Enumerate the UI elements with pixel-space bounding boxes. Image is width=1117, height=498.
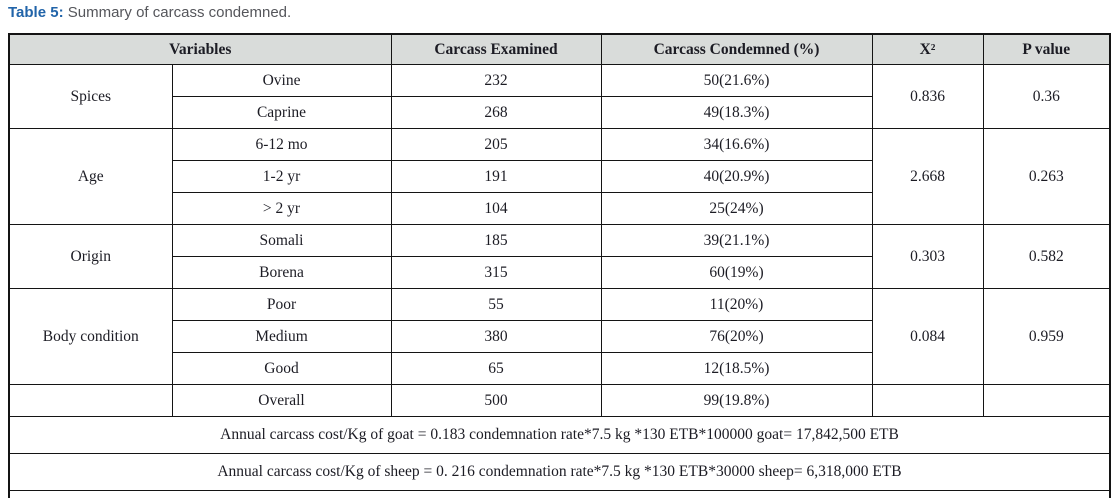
variable-group-body-condition: Body condition: [8, 288, 173, 385]
table-row: Caprine 268 49(18.3%): [9, 96, 1110, 129]
table-row: Borena 315 60(19%): [9, 256, 1110, 289]
chi-square-value: 0.836: [871, 64, 984, 129]
empty-cell: [871, 384, 984, 417]
variable-level: Borena: [171, 256, 392, 289]
empty-cell: [8, 384, 173, 417]
table-caption: Table 5: Summary of carcass condemned.: [0, 0, 1117, 21]
carcass-examined-value: 55: [390, 288, 602, 321]
chi-square-value: 0.084: [871, 288, 984, 385]
carcass-examined-value: 65: [390, 352, 602, 385]
variable-group-age: Age: [8, 128, 173, 225]
variable-level: Caprine: [171, 96, 392, 129]
carcass-examined-value: 185: [390, 224, 602, 257]
variable-level: 1-2 yr: [171, 160, 392, 193]
carcass-condemned-value: 76(20%): [600, 320, 873, 353]
carcass-condemned-value: 25(24%): [600, 192, 873, 225]
col-header-carcass-condemned: Carcass Condemned (%): [600, 33, 873, 65]
variable-level: Somali: [171, 224, 392, 257]
col-header-variables: Variables: [8, 33, 392, 65]
table-row: Medium 380 76(20%): [9, 320, 1110, 353]
p-value: 0.582: [982, 224, 1111, 289]
table-caption-text: Summary of carcass condemned.: [63, 4, 292, 21]
header-row: Variables Carcass Examined Carcass Conde…: [8, 33, 1111, 65]
carcass-condemned-value: 49(18.3%): [600, 96, 873, 129]
carcass-examined-value: 315: [390, 256, 602, 289]
carcass-examined-value: 232: [390, 64, 602, 97]
variable-level: Medium: [171, 320, 392, 353]
carcass-examined-value: 191: [390, 160, 602, 193]
table-row: 1-2 yr 191 40(20.9%): [9, 160, 1110, 193]
carcass-condemned-value: 99(19.8%): [600, 384, 873, 417]
carcass-condemned-value: 11(20%): [600, 288, 873, 321]
variable-level: Ovine: [171, 64, 392, 97]
carcass-condemned-value: 39(21.1%): [600, 224, 873, 257]
footnote-sheep: Annual carcass cost/Kg of sheep = 0. 216…: [8, 453, 1111, 491]
variable-group-origin: Origin: [8, 224, 173, 289]
footnote-row: Annual carcass cost/Kg of sheep = 0. 216…: [8, 453, 1111, 491]
summary-table: Variables Carcass Examined Carcass Conde…: [8, 33, 1112, 498]
variable-level: Overall: [171, 384, 392, 417]
carcass-examined-value: 500: [390, 384, 602, 417]
footnote-row: Annual carcass cost/Kg of goat = 0.183 c…: [8, 416, 1111, 454]
col-header-chi-square: X²: [871, 33, 984, 65]
variable-group-spices: Spices: [8, 64, 173, 129]
carcass-condemned-value: 40(20.9%): [600, 160, 873, 193]
chi-square-value: 2.668: [871, 128, 984, 225]
variable-level: Good: [171, 352, 392, 385]
footnote-goat: Annual carcass cost/Kg of goat = 0.183 c…: [8, 416, 1111, 454]
table-row: Age 6-12 mo 205 34(16.6%) 2.668 0.263: [8, 128, 1111, 225]
p-value: 0.263: [982, 128, 1111, 225]
table-row: Overall 500 99(19.8%): [8, 384, 1111, 417]
carcass-examined-value: 104: [390, 192, 602, 225]
table-row: Origin Somali 185 39(21.1%) 0.303 0.582: [8, 224, 1111, 289]
carcass-condemned-value: 60(19%): [600, 256, 873, 289]
cropped-empty-row: [8, 490, 1111, 498]
p-value: 0.959: [982, 288, 1111, 385]
carcass-condemned-value: 34(16.6%): [600, 128, 873, 161]
table-caption-label: Table 5:: [8, 4, 64, 21]
empty-cell: [982, 384, 1111, 417]
chi-square-value: 0.303: [871, 224, 984, 289]
carcass-condemned-value: 12(18.5%): [600, 352, 873, 385]
variable-level: Poor: [171, 288, 392, 321]
variable-level: > 2 yr: [171, 192, 392, 225]
table-row: Body condition Poor 55 11(20%) 0.084 0.9…: [8, 288, 1111, 385]
carcass-condemned-value: 50(21.6%): [600, 64, 873, 97]
table-row: Good 65 12(18.5%): [9, 352, 1110, 385]
col-header-carcass-examined: Carcass Examined: [390, 33, 602, 65]
carcass-examined-value: 205: [390, 128, 602, 161]
col-header-p-value: P value: [982, 33, 1111, 65]
carcass-examined-value: 268: [390, 96, 602, 129]
p-value: 0.36: [982, 64, 1111, 129]
table-row: > 2 yr 104 25(24%): [9, 192, 1110, 225]
empty-cell: [8, 490, 1111, 498]
carcass-examined-value: 380: [390, 320, 602, 353]
variable-level: 6-12 mo: [171, 128, 392, 161]
table-row: Spices Ovine 232 50(21.6%) 0.836 0.36: [8, 64, 1111, 129]
